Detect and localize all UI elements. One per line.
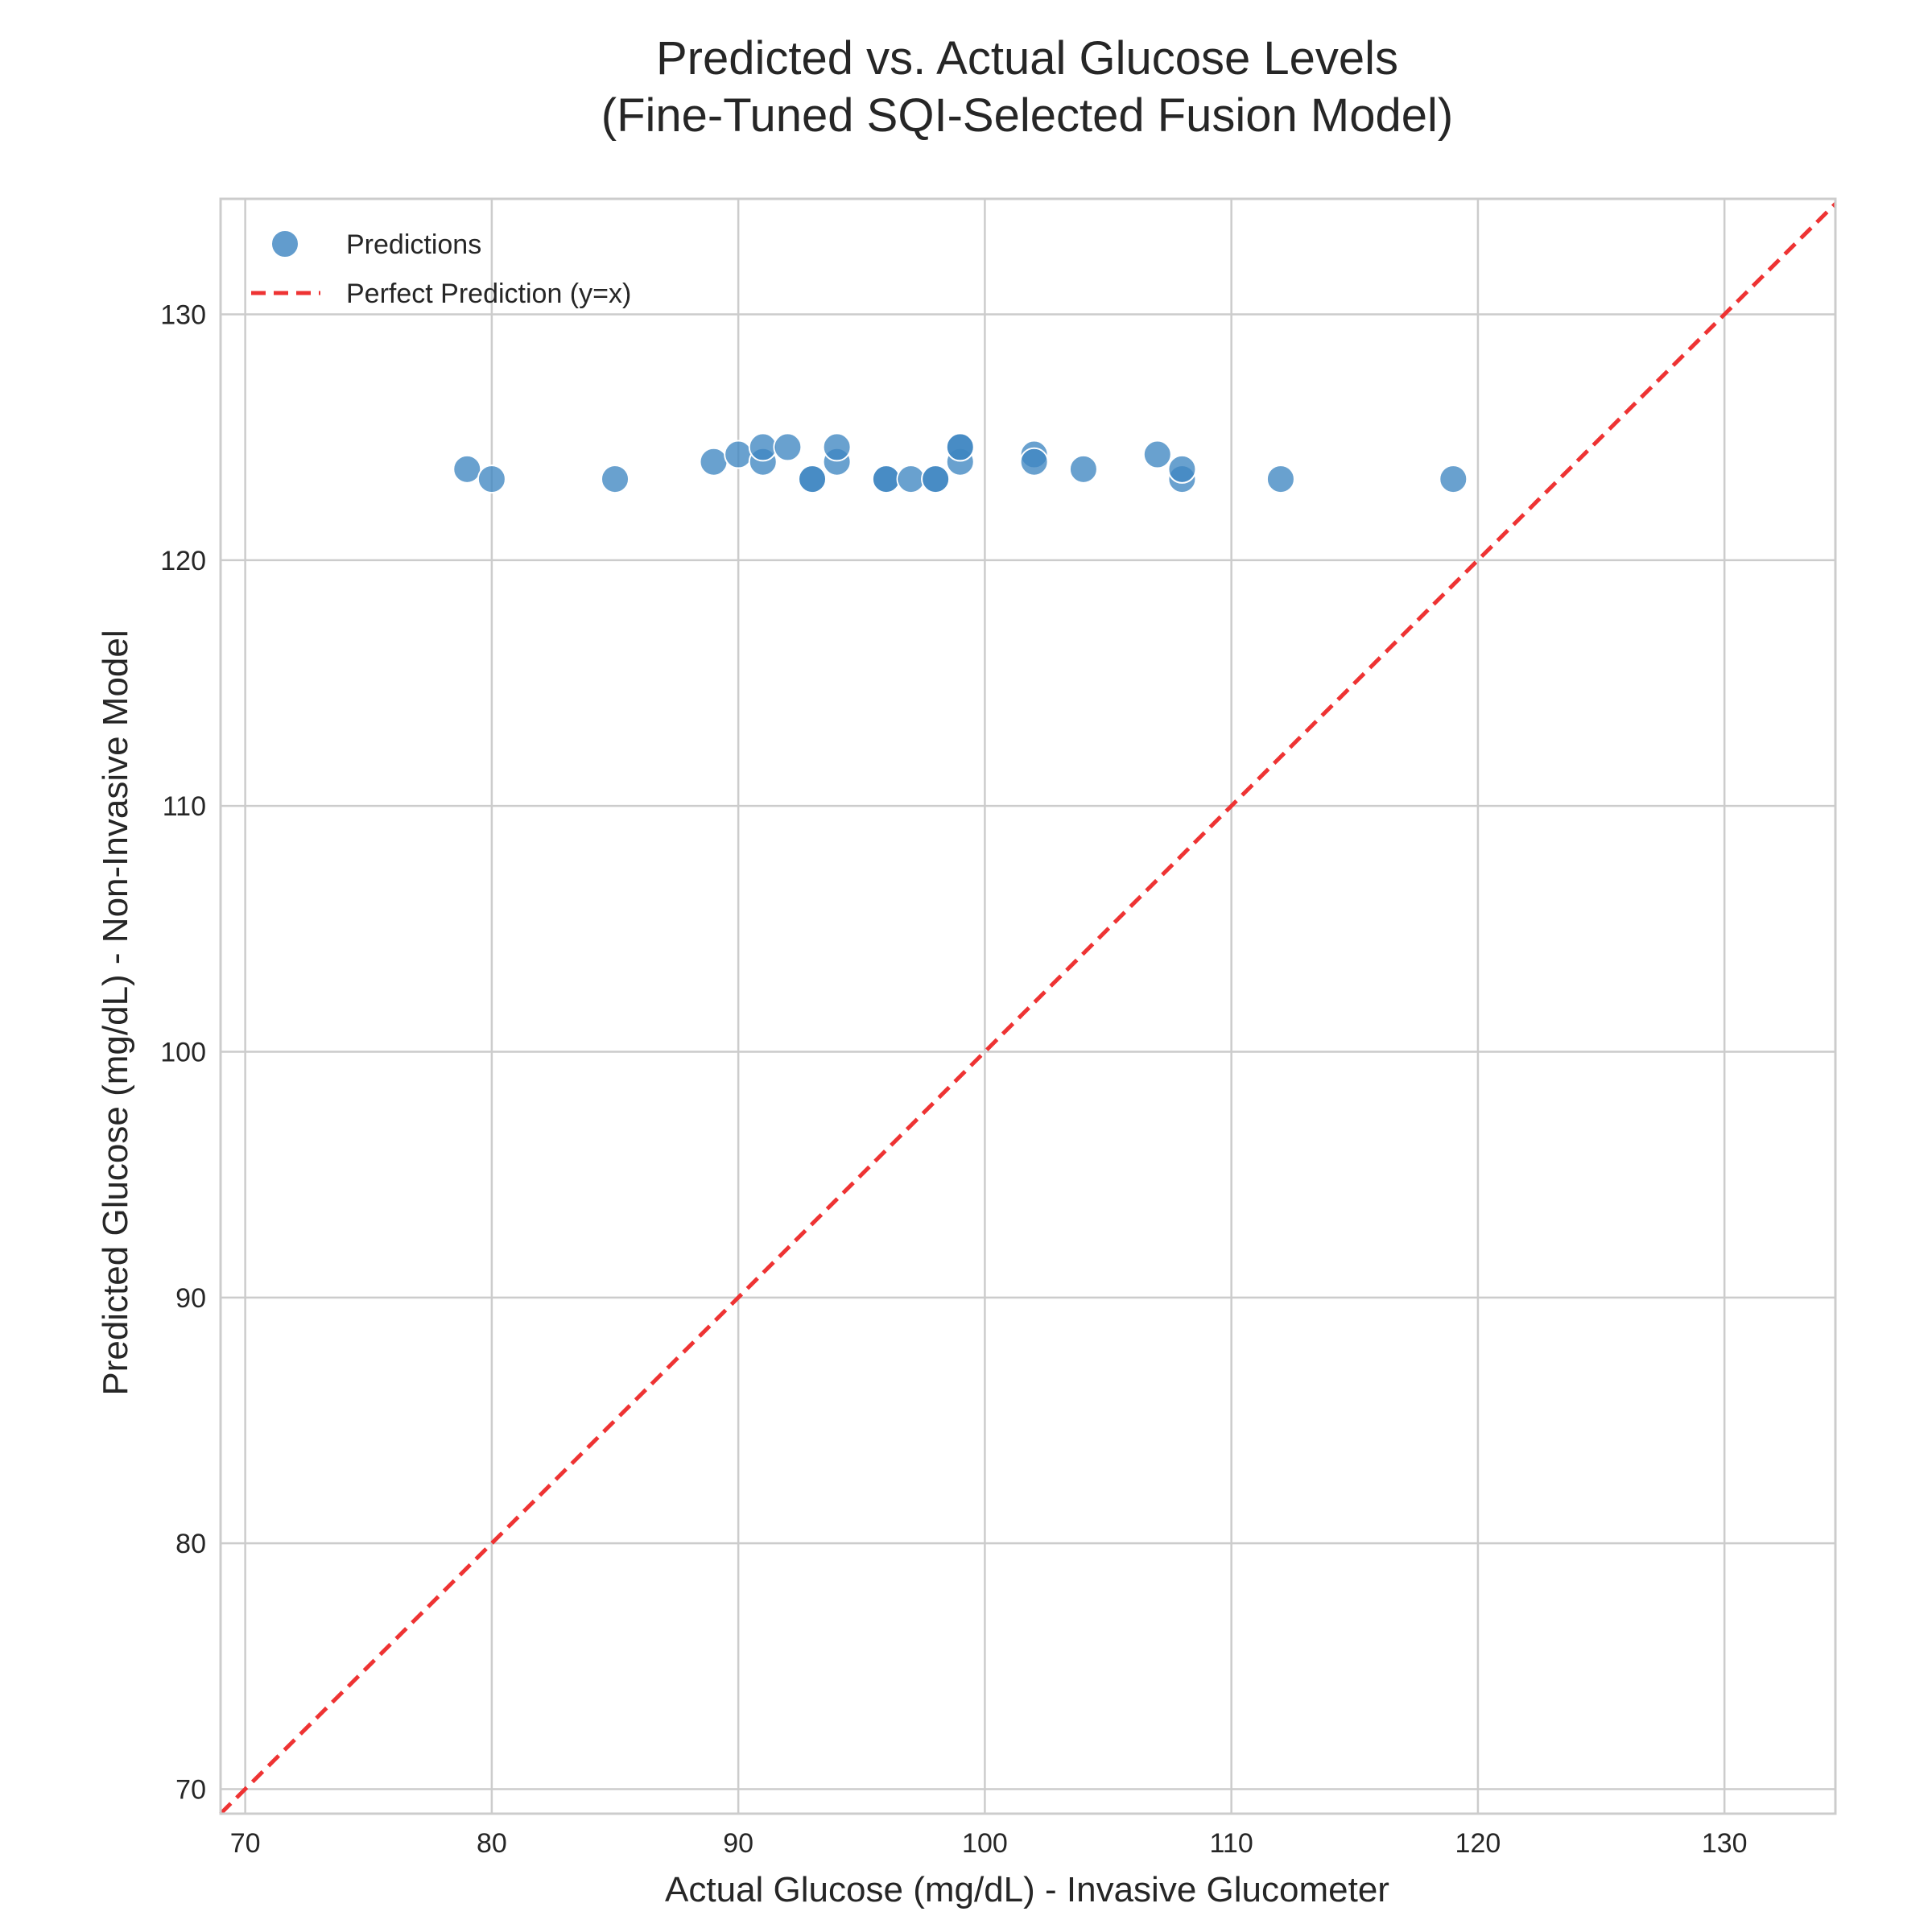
prediction-point — [1142, 440, 1172, 469]
tick-labels: 70 80 90 100 110 120 130 70 80 90 100 110 120 130 — [160, 300, 1747, 1859]
legend-label-predictions: Predictions — [346, 229, 481, 260]
x-tick-label: 90 — [723, 1828, 753, 1859]
prediction-point — [945, 432, 975, 462]
x-tick-label: 100 — [962, 1828, 1008, 1859]
chart-title-line-1: Predicted vs. Actual Glucose Levels — [656, 32, 1398, 85]
y-axis-label: Predicted Glucose (mg/dL) - Non-Invasive… — [96, 630, 135, 1395]
prediction-point — [699, 447, 729, 477]
plot-frame — [219, 197, 1837, 1815]
prediction-point — [1439, 464, 1468, 494]
prediction-point — [724, 440, 753, 469]
grid — [221, 199, 1835, 1814]
prediction-point — [748, 432, 778, 462]
prediction-point — [1265, 464, 1295, 494]
y-tick-label: 130 — [160, 300, 206, 331]
prediction-point — [477, 464, 506, 494]
prediction-point — [452, 454, 482, 484]
y-tick-label: 80 — [175, 1529, 206, 1559]
prediction-point — [798, 464, 828, 494]
prediction-point — [822, 432, 852, 462]
y-tick-label: 100 — [160, 1037, 206, 1067]
prediction-point — [601, 464, 630, 494]
prediction-point — [871, 464, 901, 494]
prediction-point — [1068, 454, 1098, 484]
chart-title-line-2: (Fine-Tuned SQI-Selected Fusion Model) — [601, 89, 1453, 142]
scatter-points — [452, 432, 1468, 494]
x-tick-label: 120 — [1455, 1828, 1501, 1859]
y-tick-label: 110 — [163, 791, 206, 822]
legend: Predictions Perfect Prediction (y=x) — [251, 229, 631, 309]
y-tick-label: 70 — [175, 1774, 206, 1805]
x-tick-label: 130 — [1702, 1828, 1748, 1859]
x-tick-label: 70 — [230, 1828, 261, 1859]
prediction-point — [1019, 447, 1049, 477]
prediction-point — [921, 464, 951, 494]
x-tick-label: 110 — [1210, 1828, 1253, 1859]
legend-marker-predictions — [270, 229, 299, 258]
x-axis-label: Actual Glucose (mg/dL) - Invasive Glucom… — [665, 1870, 1389, 1909]
legend-label-perfect-prediction: Perfect Prediction (y=x) — [346, 279, 631, 309]
prediction-point — [773, 432, 803, 462]
perfect-prediction-line — [219, 202, 1837, 1815]
reference-line-layer — [219, 202, 1837, 1815]
prediction-point — [896, 464, 926, 494]
x-tick-label: 80 — [477, 1828, 507, 1859]
y-tick-label: 90 — [175, 1283, 206, 1314]
y-tick-label: 120 — [160, 546, 206, 576]
prediction-point — [1167, 454, 1197, 484]
